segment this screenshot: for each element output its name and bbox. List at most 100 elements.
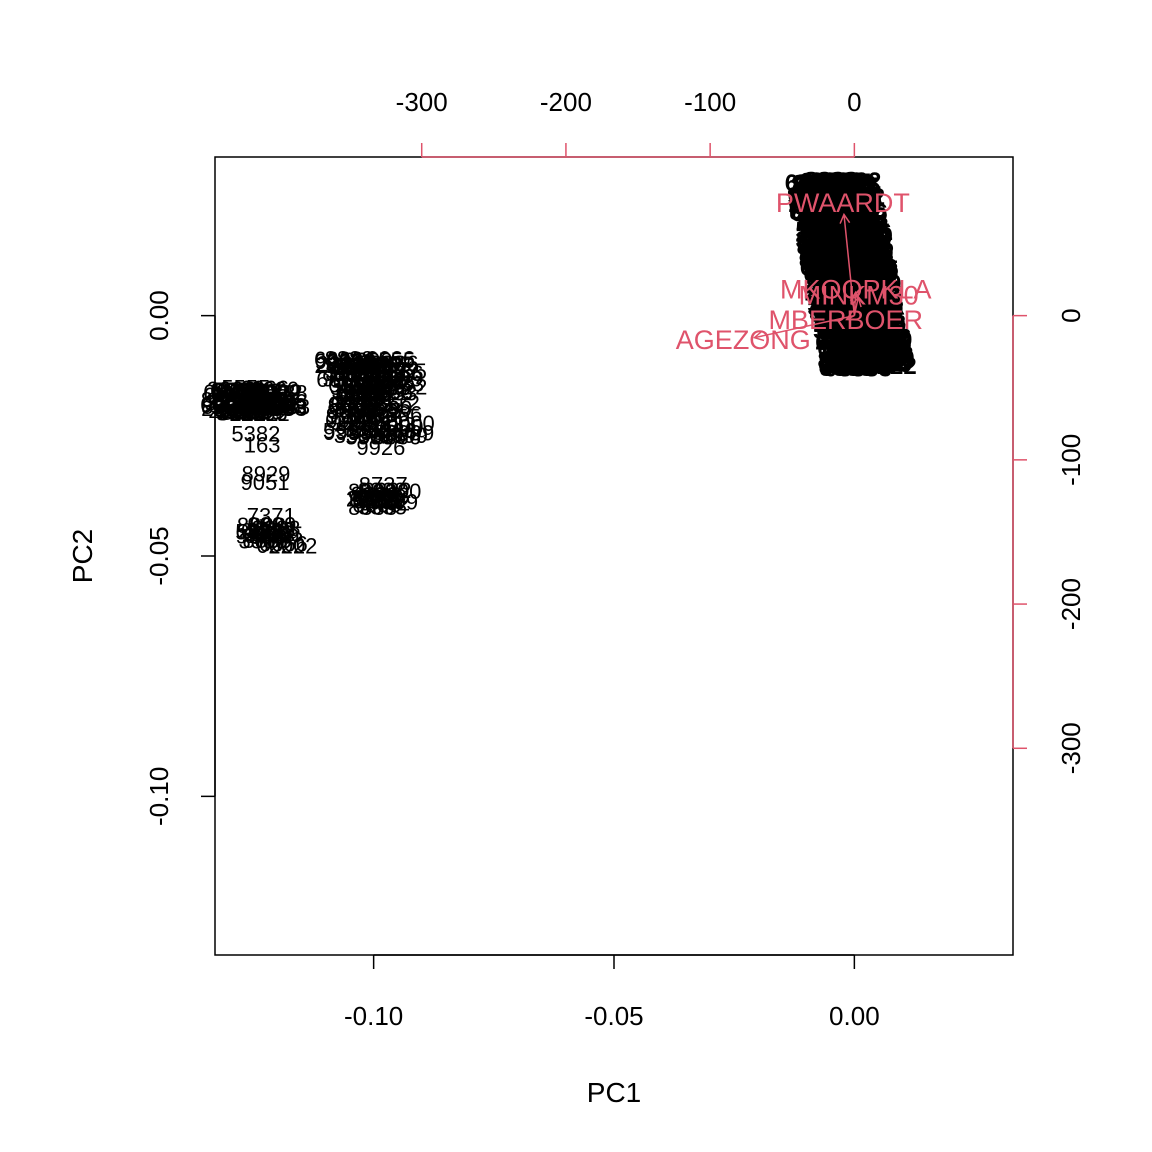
observation-mark: 0000 — [820, 277, 873, 304]
observation-mark: 3333 — [821, 175, 874, 202]
observation-mark: 0000 — [325, 408, 374, 433]
observation-mark: 3333 — [845, 335, 898, 362]
observation-mark: 3333 — [826, 337, 879, 364]
observation-mark: 0000 — [363, 396, 412, 421]
observation-mark: 2222 — [863, 353, 916, 380]
observation-mark: 3333 — [331, 379, 380, 404]
observation-mark: 2222 — [208, 398, 257, 423]
observation-mark: 8888 — [340, 380, 389, 405]
observation-mark: 5555 — [809, 185, 862, 212]
observation-mark: 0000 — [802, 190, 855, 217]
observation-mark: 9999 — [335, 385, 384, 410]
observation-mark: 9999 — [328, 393, 377, 418]
observation-mark: 5555 — [809, 220, 862, 247]
observation-mark: 0000 — [803, 261, 856, 288]
observation-mark: 5555 — [833, 212, 886, 239]
observation-mark: 8888 — [252, 516, 301, 541]
observation-mark: 9999 — [803, 184, 856, 211]
loading-arrowhead — [839, 212, 851, 224]
observation-mark: 8888 — [325, 347, 374, 372]
observation-mark: 2222 — [843, 335, 896, 362]
observation-mark: 3333 — [845, 276, 898, 303]
observation-mark: 2222 — [846, 350, 899, 377]
observation-mark: 6666 — [822, 186, 875, 213]
observation-mark: 9999 — [816, 251, 869, 278]
observation-mark: 9999 — [247, 512, 296, 537]
observation-mark: 0000 — [816, 197, 869, 224]
observation-mark: 6666 — [828, 337, 881, 364]
observation-mark: 2222 — [241, 401, 290, 426]
observation-mark: 3333 — [809, 218, 862, 245]
observation-mark: 5555 — [826, 349, 879, 376]
observation-mark: 6666 — [830, 235, 883, 262]
observation-mark: 8888 — [812, 173, 865, 200]
observation-mark: 9999 — [379, 423, 428, 448]
observation-mark: 0000 — [807, 210, 860, 237]
observation-mark: 0000 — [824, 355, 877, 382]
observation-mark: 6666 — [801, 185, 854, 212]
observation-mark: 5555 — [847, 339, 900, 366]
observation-mark: 3333 — [821, 268, 874, 295]
observation-mark: 6666 — [831, 320, 884, 347]
observation-mark: 8888 — [809, 208, 862, 235]
observation-mark: 2222 — [831, 319, 884, 346]
observation-mark: 3333 — [800, 169, 853, 196]
observation-mark: 8888 — [335, 395, 384, 420]
observation-mark: 6666 — [815, 205, 868, 232]
observation-mark: 5555 — [833, 313, 886, 340]
observation-mark: 9999 — [232, 388, 281, 413]
loading-arrowhead — [752, 330, 765, 342]
observation-mark: 3333 — [831, 336, 884, 363]
observation-mark: 5555 — [366, 348, 415, 373]
observation-mark: 5555 — [835, 353, 888, 380]
observation-mark: 0000 — [810, 243, 863, 270]
observation-mark: 9999 — [385, 420, 434, 445]
loading-label: MINKM30 — [799, 280, 919, 310]
observation-mark: 9999 — [236, 524, 285, 549]
observation-mark: 8888 — [841, 322, 894, 349]
observation-mark: 8888 — [343, 385, 392, 410]
observation-mark: 6666 — [799, 215, 852, 242]
observation-mark: 5555 — [817, 287, 870, 314]
observation-mark: 6666 — [842, 305, 895, 332]
observation-mark: 6666 — [848, 328, 901, 355]
observation-mark: 0000 — [331, 391, 380, 416]
observation-mark: 8888 — [348, 495, 397, 520]
observation-mark: 5555 — [815, 313, 868, 340]
observation-mark: 6666 — [352, 367, 401, 392]
observation-mark: 5555 — [817, 285, 870, 312]
observation-mark: 0000 — [375, 414, 424, 439]
observation-mark: 3333 — [823, 282, 876, 309]
observation-mark: 3333 — [361, 483, 410, 508]
observation-mark: 2222 — [809, 241, 862, 268]
observation-mark: 8888 — [804, 167, 857, 194]
observation-mark: 6666 — [803, 212, 856, 239]
observation-mark: 5555 — [818, 169, 871, 196]
observation-mark: 2222 — [847, 320, 900, 347]
observation-mark: 2222 — [254, 380, 303, 405]
observation-mark: 5555 — [353, 399, 402, 424]
observation-label: 7371 — [247, 503, 296, 528]
observation-mark: 6666 — [244, 391, 293, 416]
loading-arrows — [752, 212, 862, 342]
observation-mark: 5555 — [823, 194, 876, 221]
observation-mark: 8888 — [827, 327, 880, 354]
observation-mark: 6666 — [823, 281, 876, 308]
observation-mark: 2222 — [789, 183, 842, 210]
observation-mark: 0000 — [841, 349, 894, 376]
observation-mark: 9999 — [234, 399, 283, 424]
observation-mark: 3333 — [349, 402, 398, 427]
observation-mark: 0000 — [838, 321, 891, 348]
observation-mark: 3333 — [824, 251, 877, 278]
observation-mark: 0000 — [821, 193, 874, 220]
observation-mark: 3333 — [258, 395, 307, 420]
observation-label: 2462 — [361, 490, 410, 515]
observation-mark: 0000 — [826, 182, 879, 209]
observation-mark: 3333 — [827, 186, 880, 213]
observation-mark: 5555 — [858, 350, 911, 377]
observation-mark: 2222 — [849, 321, 902, 348]
observation-mark: 2222 — [201, 396, 250, 421]
observation-mark: 9999 — [369, 489, 418, 514]
observation-mark: 6666 — [834, 200, 887, 227]
observation-mark: 3333 — [815, 259, 868, 286]
